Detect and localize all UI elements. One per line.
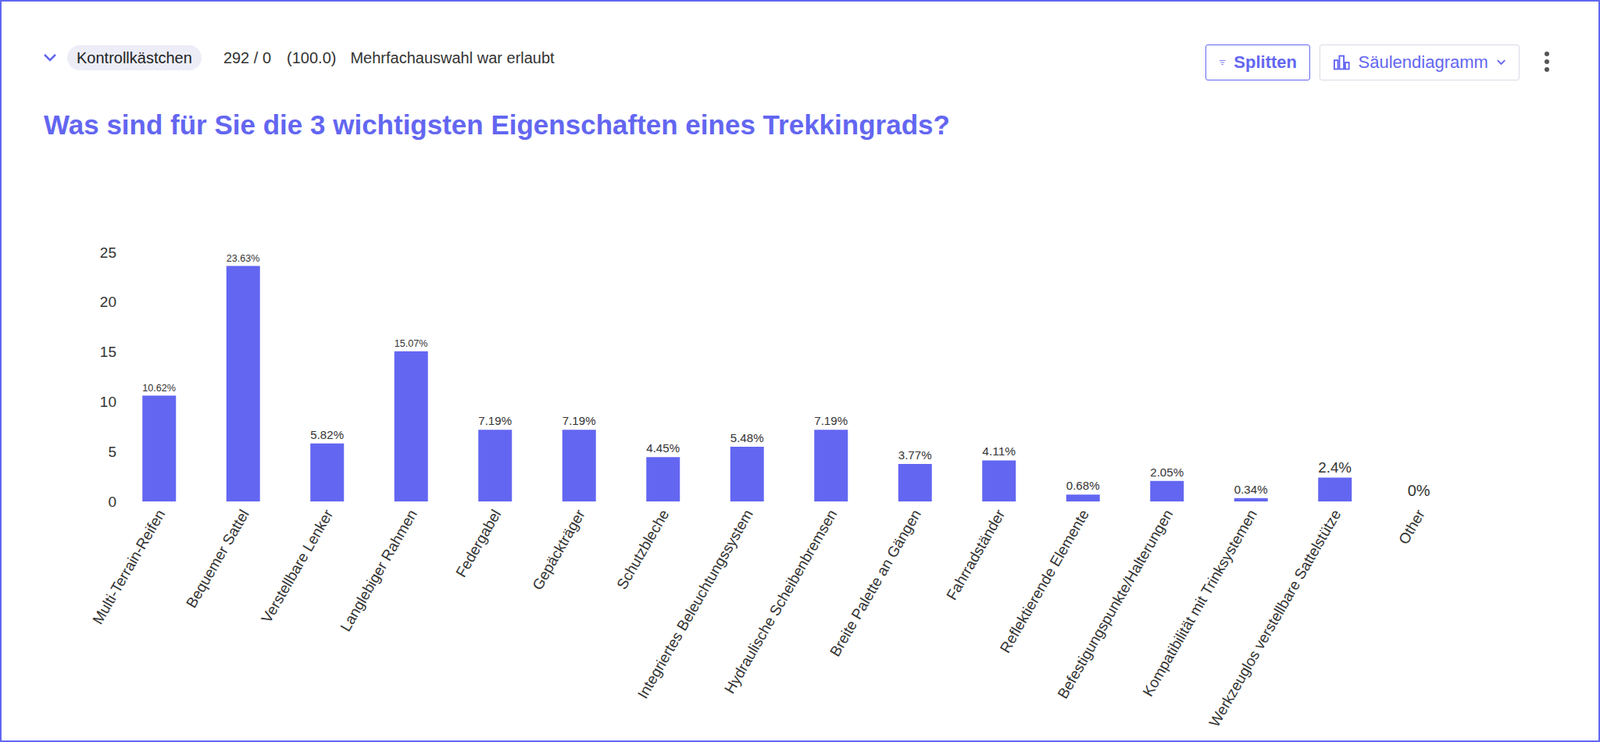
svg-text:7.19%: 7.19% — [814, 414, 848, 428]
svg-text:7.19%: 7.19% — [562, 414, 597, 428]
svg-text:4.11%: 4.11% — [982, 444, 1016, 458]
svg-text:15.07%: 15.07% — [394, 338, 429, 350]
svg-text:Gepäckträger: Gepäckträger — [528, 506, 589, 593]
svg-text:2.05%: 2.05% — [1150, 465, 1184, 479]
svg-text:Multi-Terrain-Reifen: Multi-Terrain-Reifen — [89, 507, 168, 628]
svg-text:Federgabel: Federgabel — [452, 507, 504, 581]
svg-text:2.4%: 2.4% — [1317, 459, 1352, 476]
html-text:Splitten: Splitten — [1233, 52, 1297, 72]
svg-text:Bequemer Sattel: Bequemer Sattel — [182, 507, 253, 611]
svg-text:5.82%: 5.82% — [310, 428, 344, 442]
svg-text:7.19%: 7.19% — [478, 414, 512, 428]
svg-text:25: 25 — [100, 244, 117, 261]
html-text:292 / 0: 292 / 0 — [223, 48, 272, 67]
svg-text:0.34%: 0.34% — [1234, 482, 1268, 497]
svg-text:23.63%: 23.63% — [226, 253, 261, 265]
svg-text:10.62%: 10.62% — [142, 382, 176, 394]
svg-text:Fahrradständer: Fahrradständer — [942, 506, 1008, 604]
svg-text:5: 5 — [107, 443, 117, 461]
svg-text:3.77%: 3.77% — [898, 448, 933, 462]
svg-text:Kompatibilität mit Trinksystem: Kompatibilität mit Trinksystemen — [1139, 507, 1261, 700]
svg-text:Integriertes Beleuchtungssyste: Integriertes Beleuchtungssystem — [634, 507, 757, 702]
svg-text:4.45%: 4.45% — [646, 441, 680, 455]
html-text:(100.0): (100.0) — [286, 48, 337, 67]
html-text:Säulendiagramm: Säulendiagramm — [1358, 52, 1489, 72]
svg-text:Was sind für Sie die 3 wichtig: Was sind für Sie die 3 wichtigsten Eigen… — [43, 109, 950, 140]
svg-text:Befestigungspunkte/Halterungen: Befestigungspunkte/Halterungen — [1053, 507, 1176, 702]
svg-text:0.68%: 0.68% — [1066, 478, 1100, 493]
html-text:Kontrollkästchen: Kontrollkästchen — [76, 49, 193, 67]
svg-text:Schutzbleche: Schutzbleche — [613, 507, 672, 593]
svg-text:20: 20 — [100, 293, 117, 311]
svg-text:5.48%: 5.48% — [730, 431, 765, 445]
svg-text:Hydraulische Scheibenbremsen: Hydraulische Scheibenbremsen — [721, 507, 840, 697]
svg-text:0: 0 — [107, 493, 117, 511]
html-text:Mehrfachauswahl war erlaubt: Mehrfachauswahl war erlaubt — [350, 48, 555, 67]
svg-text:Other: Other — [1395, 506, 1429, 547]
svg-text:0%: 0% — [1407, 482, 1431, 500]
svg-text:10: 10 — [100, 393, 117, 411]
svg-text:Langlebiger Rahmen: Langlebiger Rahmen — [337, 507, 421, 635]
svg-text:Werkzeuglos verstellbare Satte: Werkzeuglos verstellbare Sattelstütze — [1205, 507, 1344, 730]
svg-text:15: 15 — [100, 343, 117, 361]
svg-text:Breite Palette an Gängen: Breite Palette an Gängen — [826, 507, 925, 660]
svg-text:Verstellbare Lenker: Verstellbare Lenker — [257, 506, 336, 626]
svg-text:Reflektierende Elemente: Reflektierende Elemente — [996, 507, 1093, 657]
